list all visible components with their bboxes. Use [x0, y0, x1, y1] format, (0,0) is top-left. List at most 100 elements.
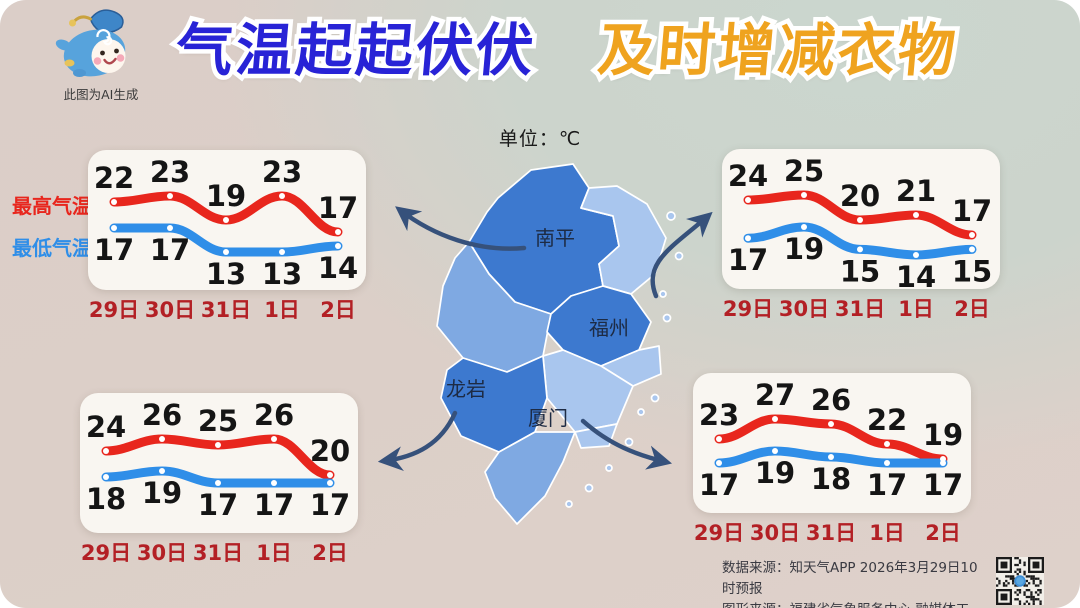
high-temp-label: 17: [318, 191, 358, 225]
date-label: 1日: [256, 541, 292, 565]
date-label: 31日: [834, 297, 886, 321]
dates-row: 29日 30日 31日 1日 2日: [80, 537, 358, 565]
low-point: [103, 474, 109, 480]
date-label: 29日: [88, 298, 140, 322]
mascot-bow: [89, 9, 124, 34]
chart-group-top-left: 22 17 23 17 19 13 23 13 17 14 29日 30日 31日 1日 2日: [88, 150, 366, 322]
low-temp-label: 17: [150, 233, 190, 267]
low-point: [828, 454, 834, 460]
dates-row: 29日 30日 31日 1日 2日: [693, 517, 971, 545]
high-temp-label: 24: [86, 410, 126, 444]
chart-card-xiamen: 23 17 27 19 26 18 22 17 19 17: [693, 373, 971, 513]
legend-low-temp: 最低气温: [12, 236, 92, 260]
qr-code: [996, 557, 1044, 605]
high-temp-label: 26: [142, 398, 182, 432]
temperature-chart-longyan: 24 18 26 19 25 17 26 17 20 17: [86, 398, 350, 522]
date-label: 30日: [144, 298, 196, 322]
date-label: 2日: [925, 521, 961, 545]
high-point: [857, 217, 863, 223]
low-point: [857, 246, 863, 253]
high-point: [913, 212, 919, 218]
chart-card-longyan: 24 18 26 19 25 17 26 17 20 17: [80, 393, 358, 533]
high-point: [327, 472, 333, 478]
low-temp-label: 19: [142, 476, 182, 510]
date-label: 2日: [954, 297, 990, 321]
low-temp-label: 19: [784, 232, 824, 266]
low-point: [159, 468, 165, 474]
low-temp-label: 13: [262, 257, 302, 290]
high-temp-label: 20: [310, 434, 350, 468]
high-temp-label: 23: [699, 398, 739, 432]
chart-group-top-right: 24 17 25 19 20 15 21 14 17 15 29日 30日 31日 1日 2日: [722, 149, 1000, 321]
date-label: 29日: [693, 521, 745, 545]
map-label-xiamen: 厦门: [528, 406, 568, 430]
low-temp-label: 18: [811, 462, 851, 496]
low-point: [223, 249, 229, 255]
high-point: [745, 197, 751, 203]
mascot-illustration: [55, 9, 126, 77]
chart-group-bottom-left: 24 18 26 19 25 17 26 17 20 17 29日 30日 31日 1日 2日: [80, 393, 358, 565]
graphic-source-line: 图形来源：福建省气象服务中心·融媒体工作室: [722, 600, 982, 608]
temperature-chart-xiamen: 23 17 27 19 26 18 22 17 19 17: [699, 378, 963, 502]
date-label: 30日: [778, 297, 830, 321]
low-temp-label: 17: [198, 488, 238, 522]
high-point: [223, 217, 229, 223]
date-label: 2日: [312, 541, 348, 565]
low-point: [884, 460, 890, 466]
legend-high-temp: 最高气温: [12, 194, 92, 218]
low-point: [745, 235, 751, 242]
map-label-nanping: 南平: [535, 226, 575, 250]
date-label: 31日: [200, 298, 252, 322]
high-temp-label: 23: [262, 155, 302, 189]
high-temp-label: 26: [811, 383, 851, 417]
map-region-quanzhou: [542, 349, 634, 433]
dates-row: 29日 30日 31日 1日 2日: [88, 294, 366, 322]
low-temp-label: 17: [867, 468, 907, 502]
date-label: 2日: [320, 298, 356, 322]
high-temp-label: 23: [150, 155, 190, 189]
high-point: [215, 442, 221, 448]
high-point: [271, 436, 277, 442]
low-point: [167, 225, 173, 231]
low-point: [940, 460, 946, 466]
chart-card-nanping: 22 17 23 17 19 13 23 13 17 14: [88, 150, 366, 290]
high-point: [801, 192, 807, 198]
map-label-fuzhou: 福州: [589, 316, 629, 340]
low-temp-label: 17: [728, 243, 768, 277]
low-temp-line: [109, 223, 343, 257]
date-label: 30日: [749, 521, 801, 545]
low-point: [279, 249, 285, 255]
date-label: 1日: [264, 298, 300, 322]
title-part-2-text: 及时增减衣物: [595, 18, 961, 84]
low-temp-label: 15: [840, 254, 880, 288]
high-point: [828, 421, 834, 427]
low-temp-label: 17: [310, 488, 350, 522]
low-temp-label: 15: [952, 254, 992, 288]
title-part-1-text: 气温起起伏伏: [173, 18, 539, 84]
low-temp-label: 17: [254, 488, 294, 522]
low-temp-label: 13: [206, 257, 246, 290]
chart-card-fuzhou: 24 17 25 19 20 15 21 14 17 15: [722, 149, 1000, 289]
map-region-zhangzhou: [484, 431, 576, 525]
temperature-chart-fuzhou: 24 17 25 19 20 15 21 14 17 15: [728, 154, 992, 289]
map-label-longyan: 龙岩: [446, 377, 486, 401]
high-temp-label: 17: [952, 194, 992, 228]
high-temp-label: 24: [728, 159, 768, 193]
high-point: [772, 416, 778, 422]
low-temp-label: 19: [755, 456, 795, 490]
high-point: [335, 229, 341, 235]
low-temp-label: 14: [896, 260, 936, 289]
low-point: [271, 480, 277, 486]
title-part-1: 气温起起伏伏 气温起起伏伏: [169, 14, 544, 89]
low-point: [335, 243, 341, 249]
low-temp-label: 17: [94, 233, 134, 267]
high-temp-label: 25: [198, 404, 238, 438]
high-point: [159, 436, 165, 442]
date-label: 29日: [80, 541, 132, 565]
date-label: 1日: [898, 297, 934, 321]
unit-label: 单位：℃: [498, 128, 582, 150]
low-point: [772, 448, 778, 454]
low-point: [913, 252, 919, 258]
map-region-putian: [600, 345, 662, 387]
